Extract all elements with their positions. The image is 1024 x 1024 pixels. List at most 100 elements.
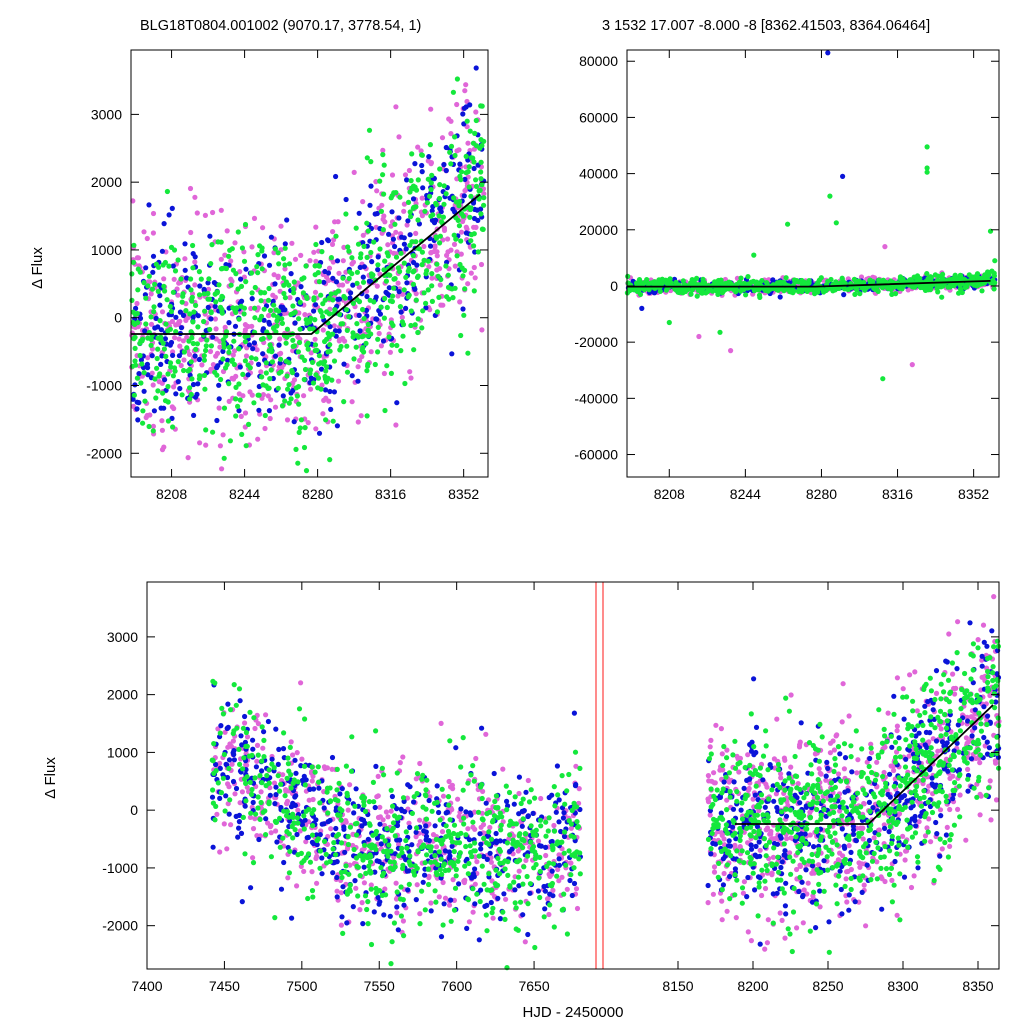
data-point xyxy=(140,408,146,414)
data-point xyxy=(515,848,521,854)
data-point xyxy=(283,279,289,285)
data-point xyxy=(191,309,197,315)
data-point xyxy=(324,274,330,280)
data-point xyxy=(411,259,417,266)
data-point xyxy=(390,322,396,329)
data-point xyxy=(394,910,400,916)
data-point xyxy=(835,771,842,777)
data-point xyxy=(293,385,299,391)
data-point xyxy=(217,344,223,350)
data-point xyxy=(330,229,336,235)
data-point xyxy=(312,342,319,348)
data-point xyxy=(207,348,214,355)
data-point xyxy=(294,372,300,378)
data-point xyxy=(283,358,289,364)
data-point xyxy=(458,251,464,257)
data-point xyxy=(253,356,259,362)
data-point xyxy=(988,817,994,823)
data-point xyxy=(384,304,390,311)
data-point xyxy=(512,887,518,893)
data-point xyxy=(301,868,307,875)
data-point xyxy=(290,303,296,309)
data-point xyxy=(413,239,419,245)
data-point xyxy=(713,722,719,728)
data-point xyxy=(377,821,383,827)
fit-segment xyxy=(131,193,481,335)
data-point xyxy=(409,151,415,157)
data-point xyxy=(745,274,751,280)
data-point xyxy=(148,321,155,327)
data-point xyxy=(328,406,334,412)
data-point xyxy=(236,346,242,352)
data-point xyxy=(267,792,273,798)
data-point xyxy=(688,291,694,297)
data-point xyxy=(390,236,396,242)
data-point xyxy=(198,276,204,282)
data-point xyxy=(445,236,451,242)
data-point xyxy=(341,244,347,250)
data-point xyxy=(977,812,983,818)
data-point xyxy=(171,384,177,390)
data-point xyxy=(326,265,333,271)
data-point xyxy=(216,396,222,402)
data-point xyxy=(279,320,285,326)
data-point xyxy=(360,274,366,280)
data-point xyxy=(794,925,800,931)
data-point xyxy=(273,307,279,313)
data-point xyxy=(429,298,435,304)
data-point xyxy=(258,369,264,375)
data-point xyxy=(288,271,294,277)
data-point xyxy=(181,349,187,355)
data-point xyxy=(182,241,188,247)
data-point xyxy=(312,336,318,342)
data-point xyxy=(428,106,434,112)
data-point xyxy=(177,309,183,315)
data-point xyxy=(226,305,232,311)
data-point xyxy=(408,178,414,184)
data-point xyxy=(187,185,194,192)
data-point xyxy=(293,446,299,452)
data-point xyxy=(411,268,417,274)
data-point xyxy=(346,248,352,254)
data-point xyxy=(252,725,258,732)
data-point xyxy=(295,334,301,340)
data-point xyxy=(446,296,452,302)
data-point xyxy=(468,812,474,818)
data-point xyxy=(333,233,339,239)
data-point xyxy=(233,813,239,820)
data-point xyxy=(797,739,803,745)
data-point xyxy=(190,314,196,320)
data-point xyxy=(471,264,477,271)
data-point xyxy=(556,878,562,884)
data-point xyxy=(386,272,392,278)
data-point xyxy=(844,899,850,905)
data-point xyxy=(335,378,342,384)
data-point xyxy=(217,795,223,802)
data-point xyxy=(393,422,399,428)
data-point xyxy=(282,241,288,247)
data-point xyxy=(222,324,228,330)
data-point xyxy=(816,277,823,283)
data-point xyxy=(764,825,771,831)
data-point xyxy=(335,219,341,225)
data-point xyxy=(497,916,503,922)
data-point xyxy=(471,288,477,294)
data-point xyxy=(285,386,291,392)
data-point xyxy=(839,719,845,725)
data-point xyxy=(258,298,264,304)
data-point xyxy=(395,293,401,299)
data-point xyxy=(525,931,531,938)
data-point xyxy=(479,725,485,731)
data-point xyxy=(286,400,292,406)
data-point xyxy=(341,824,347,830)
data-point xyxy=(169,205,175,211)
data-point xyxy=(293,770,299,776)
data-point xyxy=(388,808,394,814)
data-point xyxy=(140,420,146,426)
data-point xyxy=(321,821,327,827)
data-point xyxy=(404,868,410,874)
data-point xyxy=(173,329,179,335)
data-point xyxy=(313,426,319,432)
data-point xyxy=(202,212,208,218)
data-point xyxy=(284,801,290,807)
